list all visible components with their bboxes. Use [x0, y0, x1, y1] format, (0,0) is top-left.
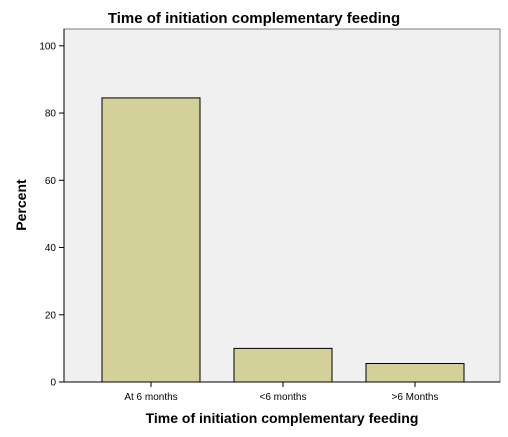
y-tick-label: 20 — [45, 310, 57, 321]
x-tick-label: At 6 months — [124, 392, 177, 403]
x-tick-label: <6 months — [260, 392, 307, 403]
bar — [233, 347, 333, 383]
y-tick-label: 60 — [45, 176, 57, 187]
x-axis-label: Time of initiation complementary feeding — [146, 410, 419, 426]
y-tick-label: 40 — [45, 243, 57, 254]
y-axis: 0 20 40 60 80 100 — [39, 29, 65, 389]
y-tick-label: 100 — [39, 41, 56, 52]
x-tick-label: >6 Months — [392, 392, 439, 403]
chart-title: Time of initiation complementary feeding — [108, 10, 400, 27]
y-tick-label: 0 — [50, 378, 56, 389]
y-axis-label: Percent — [13, 179, 29, 231]
y-tick-label: 80 — [45, 109, 57, 120]
bars — [101, 97, 465, 383]
bar — [365, 363, 465, 383]
bar — [101, 97, 201, 383]
